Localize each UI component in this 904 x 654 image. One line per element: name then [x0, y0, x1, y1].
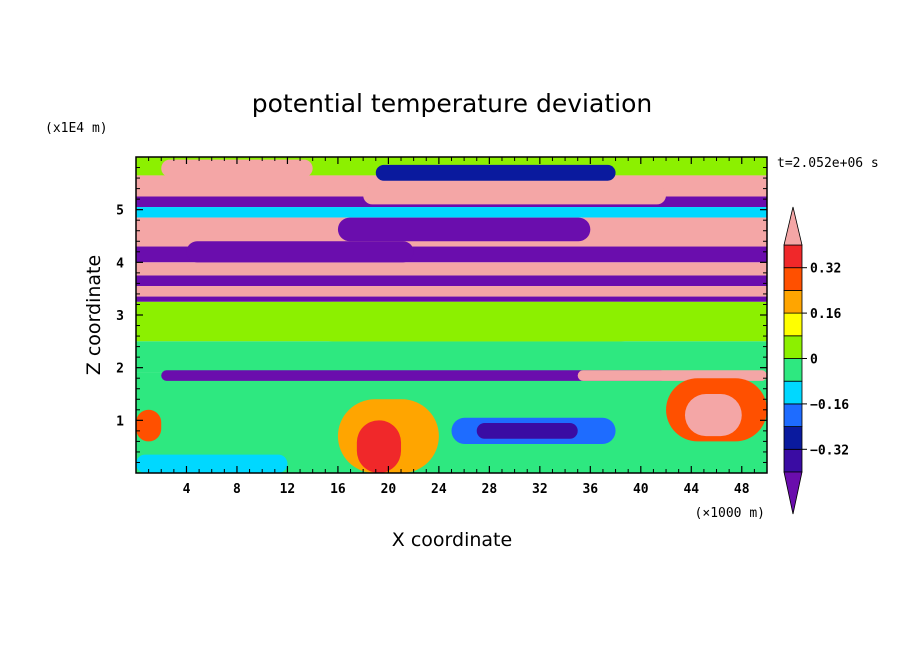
y-tick-label: 3 [116, 309, 124, 324]
y-axis: 1 2 3 4 5 [116, 167, 767, 463]
field-band-11 [136, 341, 767, 373]
y-tick-label: 5 [116, 204, 124, 219]
colorbar-segment [783, 244, 803, 269]
x-tick-label: 24 [431, 482, 447, 497]
y-axis-label: Z coordinate [83, 255, 105, 375]
time-label: t=2.052e+06 s [777, 156, 879, 171]
field-band-7 [136, 275, 767, 287]
y-tick-label: 4 [116, 256, 124, 271]
field-feature-10 [161, 159, 313, 178]
x-tick-label: 48 [734, 482, 750, 497]
colorbar-extend-bottom [783, 471, 803, 515]
x-tick-label: 40 [633, 482, 649, 497]
field-band-6 [136, 262, 767, 276]
colorbar-tick-label: 0.32 [810, 262, 841, 277]
field-feature-9 [136, 454, 288, 473]
y-tick-label: 1 [116, 414, 124, 429]
field-band-3 [136, 207, 767, 218]
x-tick-label: 44 [683, 482, 699, 497]
field-feature-5 [476, 422, 578, 439]
colorbar-segment [783, 289, 803, 314]
x-tick-label: 16 [330, 482, 346, 497]
contour-field [136, 157, 767, 473]
colorbar-segment [783, 267, 803, 291]
y-unit-label: (x1E4 m) [45, 121, 108, 136]
field-feature-14 [186, 241, 414, 263]
colorbar-tick-label: −0.32 [810, 443, 849, 458]
x-tick-label: 8 [233, 482, 241, 497]
y-tick-label: 2 [116, 362, 124, 377]
field-feature-7 [684, 394, 742, 437]
field-feature-1 [577, 370, 767, 381]
x-tick-label: 12 [280, 482, 296, 497]
colorbar-tick-label: −0.16 [810, 398, 849, 413]
colorbar-extend-top [783, 206, 803, 246]
field-feature-3 [356, 420, 402, 473]
x-tick-label: 32 [532, 482, 548, 497]
field-feature-8 [136, 409, 162, 442]
colorbar-segment [783, 426, 803, 450]
colorbar-segment [783, 448, 803, 473]
colorbar-segment [783, 380, 803, 405]
x-tick-label: 20 [381, 482, 397, 497]
colorbar-tick-label: 0.16 [810, 307, 841, 322]
colorbar: 0.32 0.16 0 −0.16 −0.32 [783, 206, 849, 515]
field-feature-11 [375, 164, 616, 181]
field-feature-12 [363, 185, 667, 205]
x-axis: 4 8 12 16 20 24 28 32 36 40 44 48 [148, 157, 755, 497]
colorbar-segment [783, 335, 803, 359]
field-feature-15 [312, 301, 641, 342]
x-tick-label: 36 [582, 482, 598, 497]
colorbar-tick-label: 0 [810, 353, 818, 368]
x-axis-label: X coordinate [392, 529, 512, 551]
field-band-8 [136, 286, 767, 297]
x-unit-label: (×1000 m) [695, 506, 765, 521]
colorbar-segment [783, 358, 803, 382]
x-tick-label: 28 [482, 482, 498, 497]
chart-title: potential temperature deviation [252, 89, 652, 118]
field-band-9 [136, 296, 767, 302]
colorbar-segment [783, 403, 803, 427]
field-feature-0 [161, 370, 667, 381]
x-tick-label: 4 [183, 482, 191, 497]
field-feature-13 [337, 217, 591, 242]
colorbar-segment [783, 312, 803, 337]
